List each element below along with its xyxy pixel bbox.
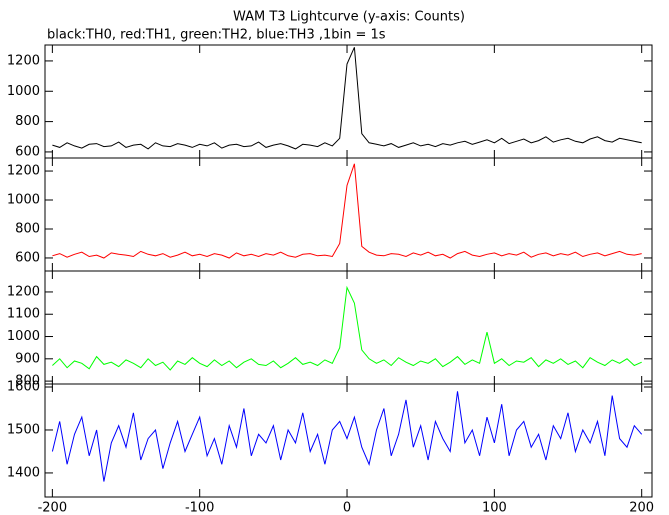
y-tick-label: 1200: [7, 284, 40, 299]
y-tick-label: 1000: [7, 84, 40, 99]
panel-frame: [44, 383, 653, 498]
data-line: [51, 391, 643, 482]
y-tick-label: 1100: [7, 307, 40, 322]
y-tick-label: 1600: [7, 380, 40, 395]
chart-title: WAM T3 Lightcurve (y-axis: Counts): [233, 10, 465, 25]
y-tick-label: 1200: [7, 53, 40, 68]
data-line: [52, 163, 642, 259]
y-tick-label: 1000: [7, 193, 40, 208]
chart-subtitle: black:TH0, red:TH1, green:TH2, blue:TH3 …: [47, 28, 386, 43]
y-tick-label: 800: [15, 114, 40, 129]
y-tick-label: 1000: [7, 329, 40, 344]
x-tick-label: 0: [343, 501, 351, 515]
y-tick-label: 900: [15, 351, 40, 366]
y-tick-label: 1500: [7, 422, 40, 437]
x-tick-label: -200: [38, 501, 68, 515]
data-line: [52, 285, 642, 371]
panel-frame: [44, 270, 653, 385]
y-tick-label: 800: [15, 374, 40, 389]
x-tick-label: 100: [482, 501, 507, 515]
data-line: [52, 47, 642, 150]
x-tick-label: 200: [629, 501, 654, 515]
panel-frame: [44, 44, 653, 159]
y-tick-label: 1400: [7, 465, 40, 480]
y-tick-label: 1200: [7, 164, 40, 179]
x-tick-label: -100: [185, 501, 215, 515]
y-tick-label: 600: [15, 144, 40, 159]
y-tick-label: 800: [15, 221, 40, 236]
y-tick-label: 600: [15, 250, 40, 265]
